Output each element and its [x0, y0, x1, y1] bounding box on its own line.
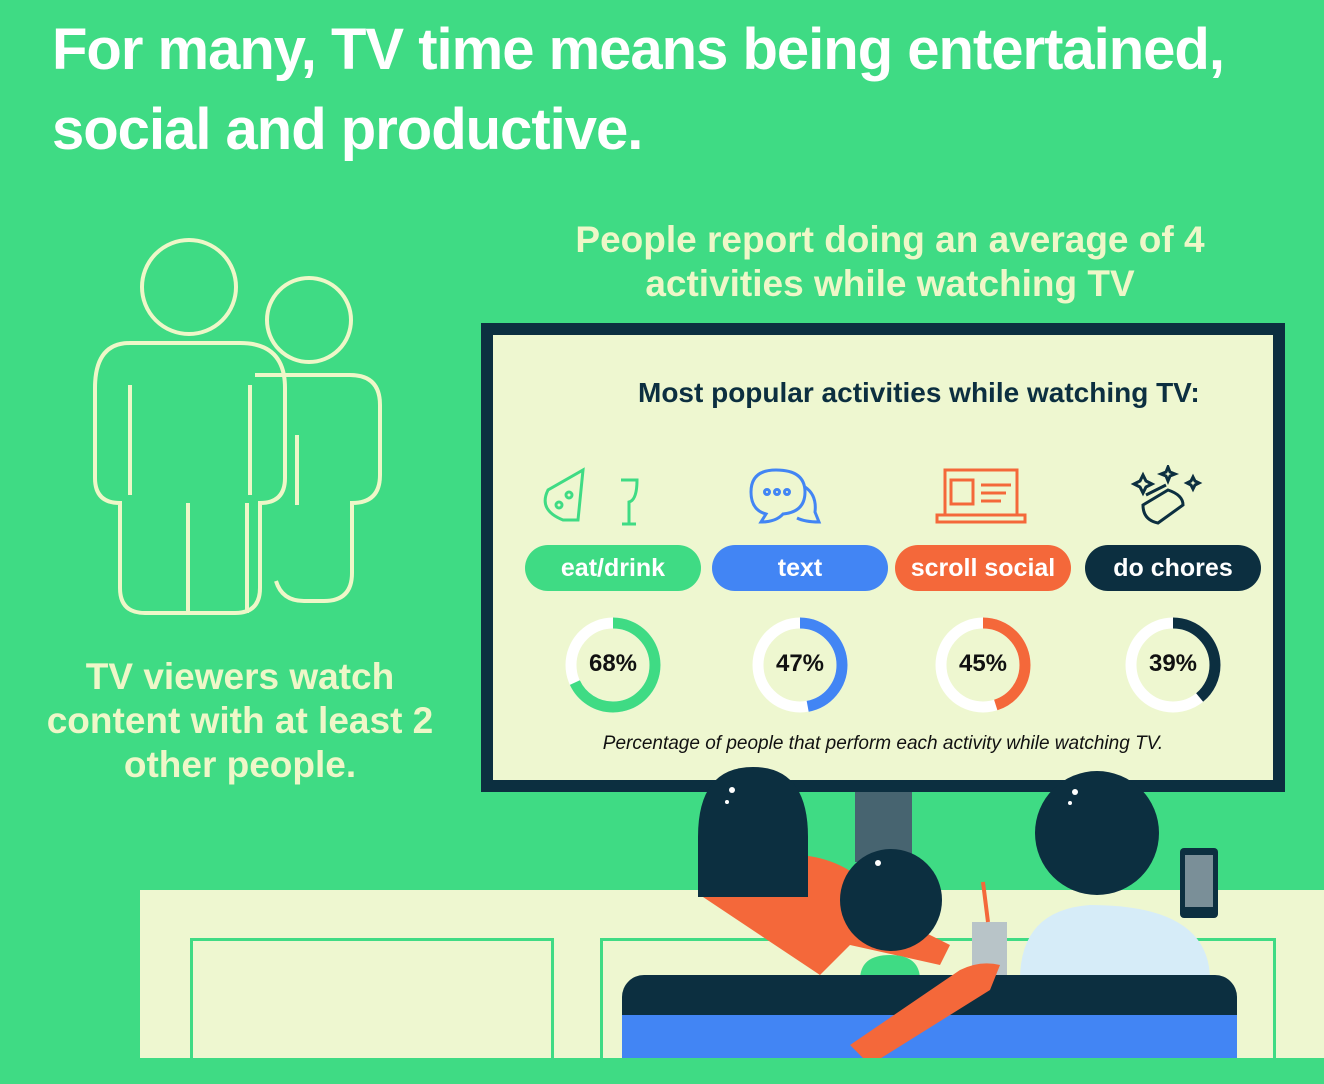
activity-pill: eat/drink — [525, 545, 701, 591]
percent-label: 47% — [775, 650, 825, 677]
donut-arc-1 — [752, 617, 848, 713]
donut-arc-3 — [1125, 617, 1221, 713]
activity-pill: scroll social — [895, 545, 1071, 591]
sponge-sparkle-icon — [1130, 465, 1203, 525]
chart-title: Most popular activities while watching T… — [638, 377, 1200, 408]
viewers-statement: TV viewers watch content with at least 2… — [46, 656, 434, 785]
activity-pill: text — [712, 545, 888, 591]
cabinet-outline — [190, 938, 554, 1084]
tv-screen: Most popular activities while watching T… — [481, 323, 1285, 792]
page-title: For many, TV time means being entertaine… — [52, 17, 1225, 162]
man-body — [1020, 905, 1210, 980]
chat-bubbles-icon — [749, 468, 822, 524]
family-illustration — [622, 767, 1237, 1058]
woman-head — [698, 767, 808, 897]
pizza-wine-icon — [543, 467, 639, 526]
chart-caption: Percentage of people that perform each a… — [602, 733, 1164, 754]
donut-charts — [565, 617, 1221, 713]
percent-label: 68% — [588, 650, 638, 677]
people-outline-icon — [93, 238, 382, 615]
activity-pill: do chores — [1085, 545, 1261, 591]
child-head — [840, 849, 942, 951]
percent-label: 39% — [1148, 650, 1198, 677]
percent-label: 45% — [958, 650, 1008, 677]
subheading: People report doing an average of 4 acti… — [575, 219, 1205, 304]
child-body — [860, 955, 920, 980]
donut-arc-0 — [565, 617, 661, 713]
donut-arc-2 — [935, 617, 1031, 713]
activity-icons — [543, 465, 1203, 526]
laptop-profile-icon — [935, 468, 1027, 524]
man-head — [1035, 771, 1159, 895]
